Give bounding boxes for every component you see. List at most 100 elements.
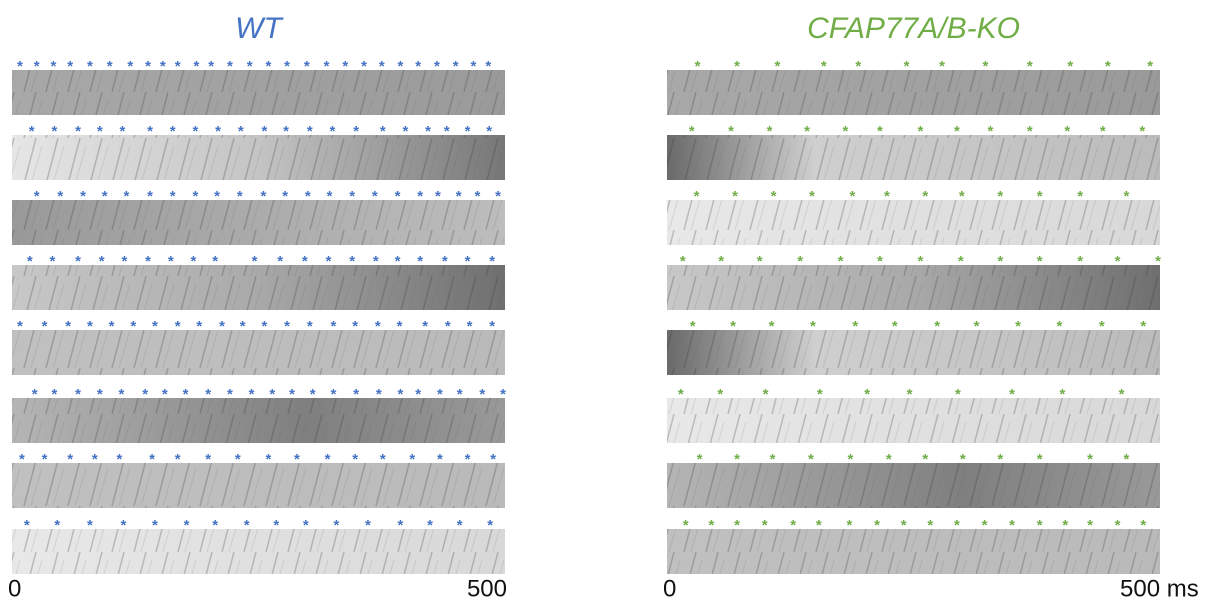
beat-marker: *	[770, 451, 776, 468]
beat-marker: *	[1100, 123, 1106, 140]
beat-marker: *	[415, 386, 421, 403]
beat-marker: *	[19, 451, 25, 468]
beat-marker: *	[273, 517, 279, 534]
kymograph-texture	[12, 265, 505, 310]
beat-marker: *	[120, 517, 126, 534]
beat-marker: *	[307, 318, 313, 335]
beat-marker: *	[954, 517, 960, 534]
beat-marker: *	[17, 318, 23, 335]
beat-marker: *	[237, 188, 243, 205]
beat-marker: *	[252, 253, 258, 270]
beat-marker: *	[495, 188, 501, 205]
beat-marker: *	[697, 451, 703, 468]
beat-marker: *	[175, 451, 181, 468]
beat-marker: *	[184, 517, 190, 534]
beat-marker: *	[922, 188, 928, 205]
beat-marker: *	[208, 58, 214, 75]
beat-marker: *	[444, 123, 450, 140]
beat-marker: *	[32, 386, 38, 403]
beat-marker: *	[145, 253, 151, 270]
beat-marker: *	[479, 386, 485, 403]
beat-marker: *	[373, 253, 379, 270]
beat-marker: *	[917, 253, 923, 270]
beat-marker: *	[1115, 253, 1121, 270]
beat-marker: *	[1124, 451, 1130, 468]
beat-marker: *	[1062, 517, 1068, 534]
beat-marker: *	[269, 386, 275, 403]
beat-marker: *	[326, 253, 332, 270]
beat-marker: *	[51, 386, 57, 403]
kymograph-texture	[12, 398, 505, 443]
beat-marker: *	[34, 58, 40, 75]
kymograph-texture	[12, 135, 505, 180]
beat-marker: *	[395, 188, 401, 205]
beat-marker: *	[695, 58, 701, 75]
beat-marker: *	[821, 58, 827, 75]
beat-marker: *	[162, 386, 168, 403]
beat-marker: *	[886, 451, 892, 468]
beat-marker: *	[847, 451, 853, 468]
beat-marker: *	[145, 58, 151, 75]
beat-marker: *	[804, 123, 810, 140]
beat-marker: *	[325, 451, 331, 468]
beat-marker: *	[1139, 123, 1145, 140]
beat-marker: *	[227, 386, 233, 403]
x-tick-label: 0	[8, 575, 21, 602]
beat-marker: *	[240, 318, 246, 335]
beat-marker: *	[1027, 123, 1033, 140]
beat-marker: *	[1027, 58, 1033, 75]
beat-marker: *	[427, 517, 433, 534]
beat-marker: *	[417, 253, 423, 270]
beat-marker: *	[121, 253, 127, 270]
beat-marker: *	[375, 318, 381, 335]
beat-marker: *	[471, 58, 477, 75]
beat-marker: *	[734, 451, 740, 468]
beat-marker: *	[205, 386, 211, 403]
beat-marker: *	[327, 188, 333, 205]
beat-marker: *	[997, 451, 1003, 468]
beat-marker: *	[238, 123, 244, 140]
beat-marker: *	[437, 451, 443, 468]
beat-marker: *	[75, 123, 81, 140]
beat-marker: *	[809, 188, 815, 205]
beat-marker: *	[212, 517, 218, 534]
beat-marker: *	[864, 386, 870, 403]
beat-marker: *	[1064, 123, 1070, 140]
beat-marker: *	[215, 123, 221, 140]
beat-marker: *	[877, 253, 883, 270]
beat-marker: *	[489, 318, 495, 335]
beat-marker: *	[922, 451, 928, 468]
beat-marker: *	[982, 517, 988, 534]
beat-marker: *	[939, 58, 945, 75]
beat-marker: *	[694, 188, 700, 205]
beat-marker: *	[457, 517, 463, 534]
beat-marker: *	[767, 123, 773, 140]
beat-marker: *	[50, 253, 56, 270]
beat-marker: *	[168, 253, 174, 270]
beat-marker: *	[1037, 517, 1043, 534]
beat-marker: *	[365, 517, 371, 534]
beat-marker: *	[376, 386, 382, 403]
beat-marker: *	[261, 188, 267, 205]
beat-marker: *	[75, 253, 81, 270]
beat-marker: *	[107, 58, 113, 75]
beat-marker: *	[904, 58, 910, 75]
kymograph-texture	[667, 463, 1160, 508]
beat-marker: *	[1037, 451, 1043, 468]
beat-marker: *	[261, 318, 267, 335]
beat-marker: *	[152, 318, 158, 335]
beat-marker: *	[422, 318, 428, 335]
beat-marker: *	[500, 386, 506, 403]
beat-marker: *	[330, 123, 336, 140]
beat-marker: *	[997, 188, 1003, 205]
beat-marker: *	[425, 123, 431, 140]
beat-marker: *	[453, 58, 459, 75]
beat-marker: *	[398, 517, 404, 534]
beat-marker: *	[342, 58, 348, 75]
beat-marker: *	[235, 451, 241, 468]
kymograph-texture	[12, 463, 505, 508]
beat-marker: *	[717, 386, 723, 403]
beat-marker: *	[183, 386, 189, 403]
beat-marker: *	[353, 386, 359, 403]
beat-marker: *	[212, 253, 218, 270]
